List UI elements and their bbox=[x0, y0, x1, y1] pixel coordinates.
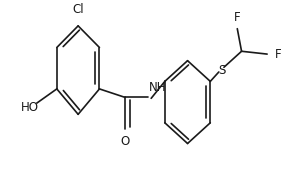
Text: F: F bbox=[234, 11, 241, 24]
Text: NH: NH bbox=[149, 81, 167, 94]
Text: S: S bbox=[218, 64, 225, 77]
Text: F: F bbox=[275, 48, 282, 61]
Text: Cl: Cl bbox=[72, 3, 84, 16]
Text: HO: HO bbox=[21, 101, 39, 114]
Text: O: O bbox=[121, 135, 130, 148]
